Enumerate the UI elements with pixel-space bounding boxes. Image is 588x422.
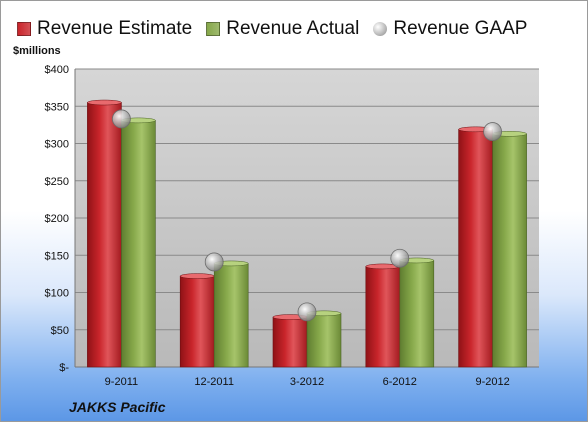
- bar-revenue-estimate: [179, 275, 215, 368]
- y-tick-label: $250: [45, 176, 69, 188]
- x-tick-label: 9-2011: [105, 376, 138, 388]
- x-tick-label: 3-2012: [290, 376, 324, 388]
- marker-revenue-gaap: [483, 122, 503, 141]
- y-tick-label: $400: [45, 64, 69, 76]
- bar-revenue-estimate: [365, 266, 401, 368]
- legend: Revenue Estimate Revenue Actual Revenue …: [17, 17, 541, 41]
- bar-revenue-estimate: [458, 129, 493, 368]
- y-tick-label: $100: [45, 288, 69, 300]
- y-axis-unit-label: $millions: [13, 45, 61, 57]
- bar-revenue-actual: [306, 313, 342, 368]
- bar-revenue-actual: [213, 263, 249, 368]
- y-tick-label: $350: [45, 101, 69, 113]
- bar-revenue-actual: [492, 133, 527, 368]
- y-tick-label: $-: [59, 362, 69, 374]
- marker-revenue-gaap: [390, 248, 410, 268]
- legend-label-estimate: Revenue Estimate: [37, 18, 193, 39]
- bar-cap-revenue-estimate: [87, 99, 122, 106]
- legend-item-estimate: Revenue Estimate: [17, 18, 192, 40]
- y-tick-label: $200: [45, 213, 69, 225]
- legend-item-actual: Revenue Actual: [206, 18, 359, 40]
- x-tick-label: 12-2011: [194, 376, 234, 388]
- legend-label-actual: Revenue Actual: [226, 18, 360, 39]
- marker-revenue-gaap: [112, 109, 131, 129]
- bar-cap-revenue-estimate: [179, 273, 215, 279]
- legend-item-gaap: Revenue GAAP: [373, 18, 527, 40]
- y-tick-label: $150: [45, 250, 69, 262]
- y-tick-label: $50: [51, 325, 69, 337]
- x-tick-label: 6-2012: [383, 376, 417, 388]
- bar-revenue-actual: [399, 260, 435, 368]
- legend-swatch-gaap: [373, 22, 388, 36]
- bar-revenue-actual: [121, 120, 156, 368]
- legend-label-gaap: Revenue GAAP: [393, 18, 528, 39]
- marker-revenue-gaap: [297, 302, 317, 322]
- bar-revenue-estimate: [272, 316, 308, 368]
- y-tick-label: $300: [45, 139, 69, 151]
- legend-swatch-estimate: [17, 22, 31, 36]
- x-tick-label: 9-2012: [475, 376, 509, 388]
- bar-revenue-estimate: [87, 102, 122, 368]
- marker-revenue-gaap: [204, 252, 224, 272]
- company-label: JAKKS Pacific: [69, 399, 166, 415]
- legend-swatch-actual: [206, 22, 221, 36]
